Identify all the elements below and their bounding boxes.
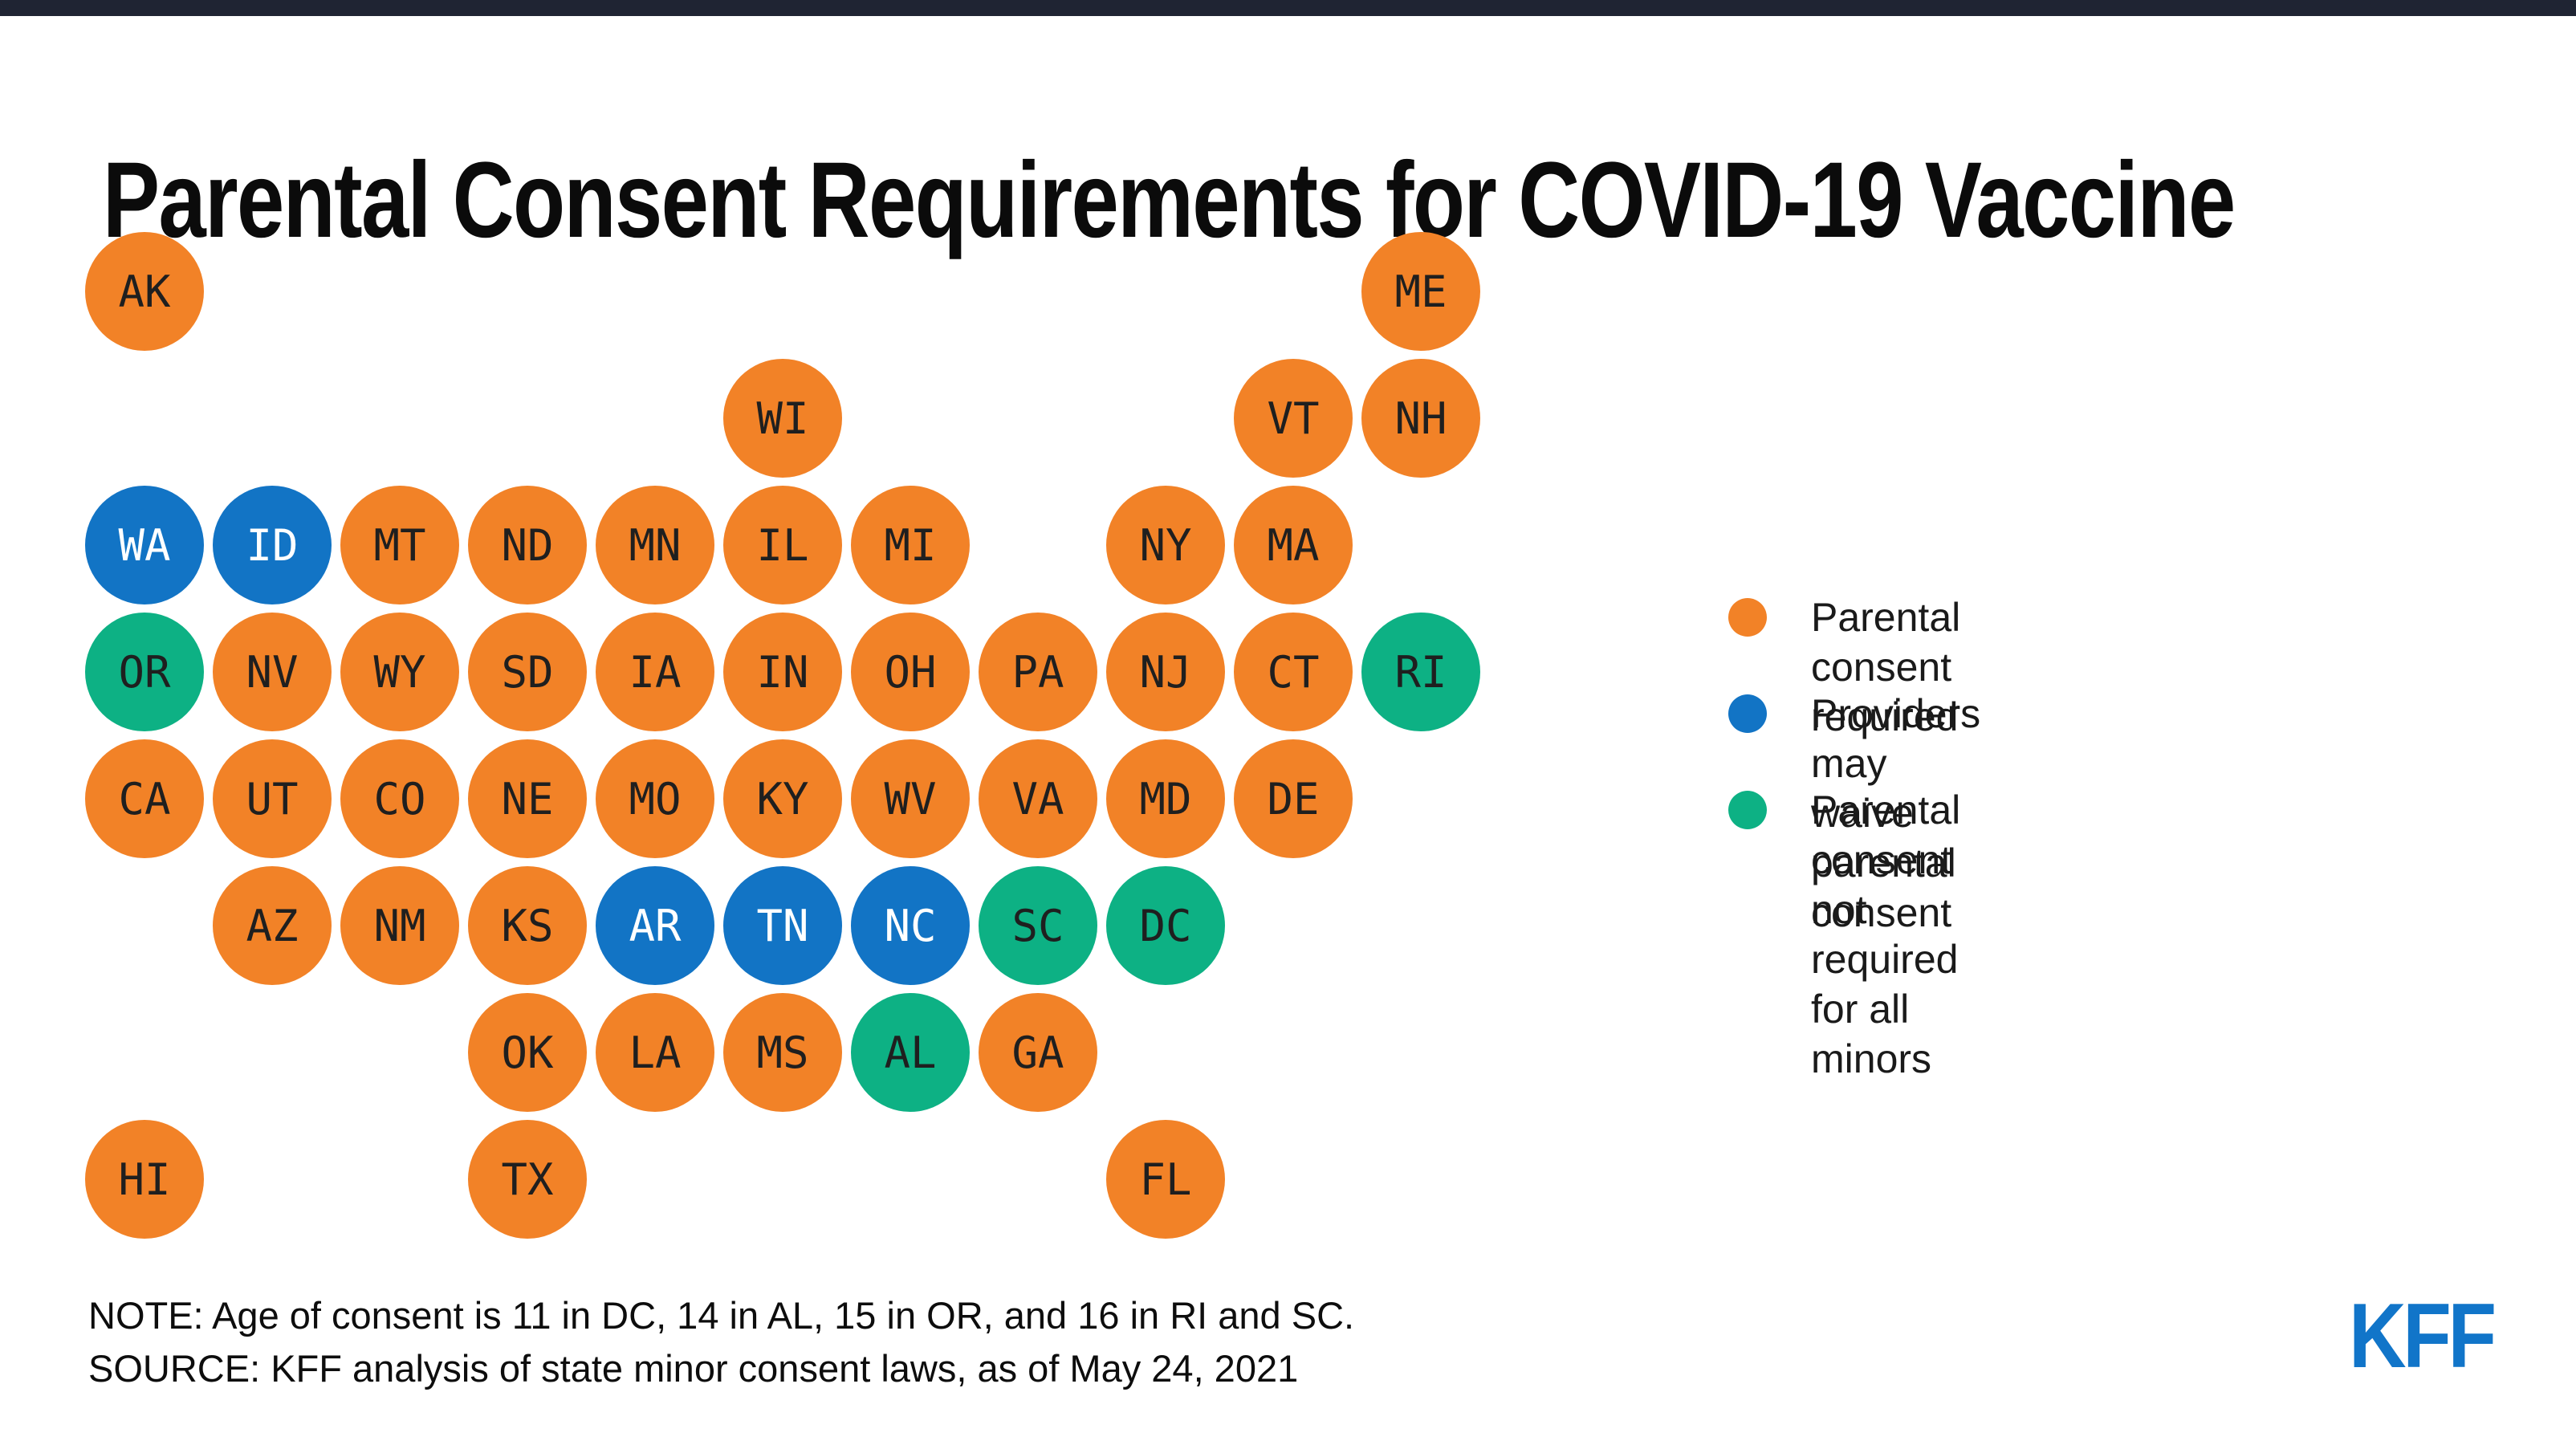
kff-logo: KFF [2349, 1285, 2497, 1387]
state-tile-nm: NM [340, 866, 459, 985]
state-tile-ut: UT [213, 739, 332, 858]
state-tile-nv: NV [213, 613, 332, 731]
state-tile-ks: KS [468, 866, 587, 985]
state-tile-id: ID [213, 486, 332, 604]
state-tile-nh: NH [1361, 359, 1480, 478]
state-tile-nc: NC [851, 866, 970, 985]
source-text: SOURCE: KFF analysis of state minor cons… [88, 1347, 1299, 1390]
state-tile-la: LA [596, 993, 714, 1112]
state-tile-tx: TX [468, 1120, 587, 1239]
state-tile-in: IN [723, 613, 842, 731]
state-tile-wv: WV [851, 739, 970, 858]
state-tile-il: IL [723, 486, 842, 604]
state-tile-mo: MO [596, 739, 714, 858]
state-tile-md: MD [1106, 739, 1225, 858]
chart-title: Parental Consent Requirements for COVID-… [103, 140, 2236, 260]
footnote-block: NOTE: Age of consent is 11 in DC, 14 in … [88, 1289, 1354, 1395]
state-tile-ia: IA [596, 613, 714, 731]
state-tile-me: ME [1361, 232, 1480, 351]
legend-label: Parental consent required [1811, 595, 1961, 739]
state-tile-wy: WY [340, 613, 459, 731]
state-tile-wa: WA [85, 486, 204, 604]
state-tile-wi: WI [723, 359, 842, 478]
state-tile-fl: FL [1106, 1120, 1225, 1239]
legend-swatch-orange [1728, 598, 1767, 637]
state-tile-ga: GA [979, 993, 1097, 1112]
state-tile-tn: TN [723, 866, 842, 985]
state-tile-or: OR [85, 613, 204, 731]
state-tile-va: VA [979, 739, 1097, 858]
state-tile-ak: AK [85, 232, 204, 351]
legend-item-not-required: Parental consent not required for all mi… [1728, 785, 1960, 1084]
state-tile-mn: MN [596, 486, 714, 604]
state-tile-sd: SD [468, 613, 587, 731]
state-tile-ny: NY [1106, 486, 1225, 604]
state-tile-sc: SC [979, 866, 1097, 985]
legend-swatch-blue [1728, 694, 1767, 733]
state-tile-vt: VT [1234, 359, 1353, 478]
state-tile-ma: MA [1234, 486, 1353, 604]
legend-item-required: Parental consent required [1728, 592, 1960, 742]
state-tile-nj: NJ [1106, 613, 1225, 731]
state-tile-pa: PA [979, 613, 1097, 731]
state-tile-mt: MT [340, 486, 459, 604]
state-tile-dc: DC [1106, 866, 1225, 985]
legend-label: Providers may waive parental consent [1811, 691, 1981, 935]
state-tile-mi: MI [851, 486, 970, 604]
legend-item-waive: Providers may waive parental consent [1728, 689, 1980, 938]
state-tile-hi: HI [85, 1120, 204, 1239]
legend-label: Parental consent not required for all mi… [1811, 788, 1961, 1081]
state-tile-co: CO [340, 739, 459, 858]
legend-swatch-green [1728, 791, 1767, 829]
state-tile-az: AZ [213, 866, 332, 985]
state-tile-ar: AR [596, 866, 714, 985]
state-tile-ri: RI [1361, 613, 1480, 731]
state-tile-oh: OH [851, 613, 970, 731]
state-tile-ct: CT [1234, 613, 1353, 731]
state-tile-ky: KY [723, 739, 842, 858]
top-accent-bar [0, 0, 2576, 16]
state-tile-nd: ND [468, 486, 587, 604]
state-tile-ca: CA [85, 739, 204, 858]
state-tile-ok: OK [468, 993, 587, 1112]
state-tile-al: AL [851, 993, 970, 1112]
state-tile-de: DE [1234, 739, 1353, 858]
note-text: NOTE: Age of consent is 11 in DC, 14 in … [88, 1294, 1355, 1337]
state-tile-ms: MS [723, 993, 842, 1112]
state-tile-ne: NE [468, 739, 587, 858]
